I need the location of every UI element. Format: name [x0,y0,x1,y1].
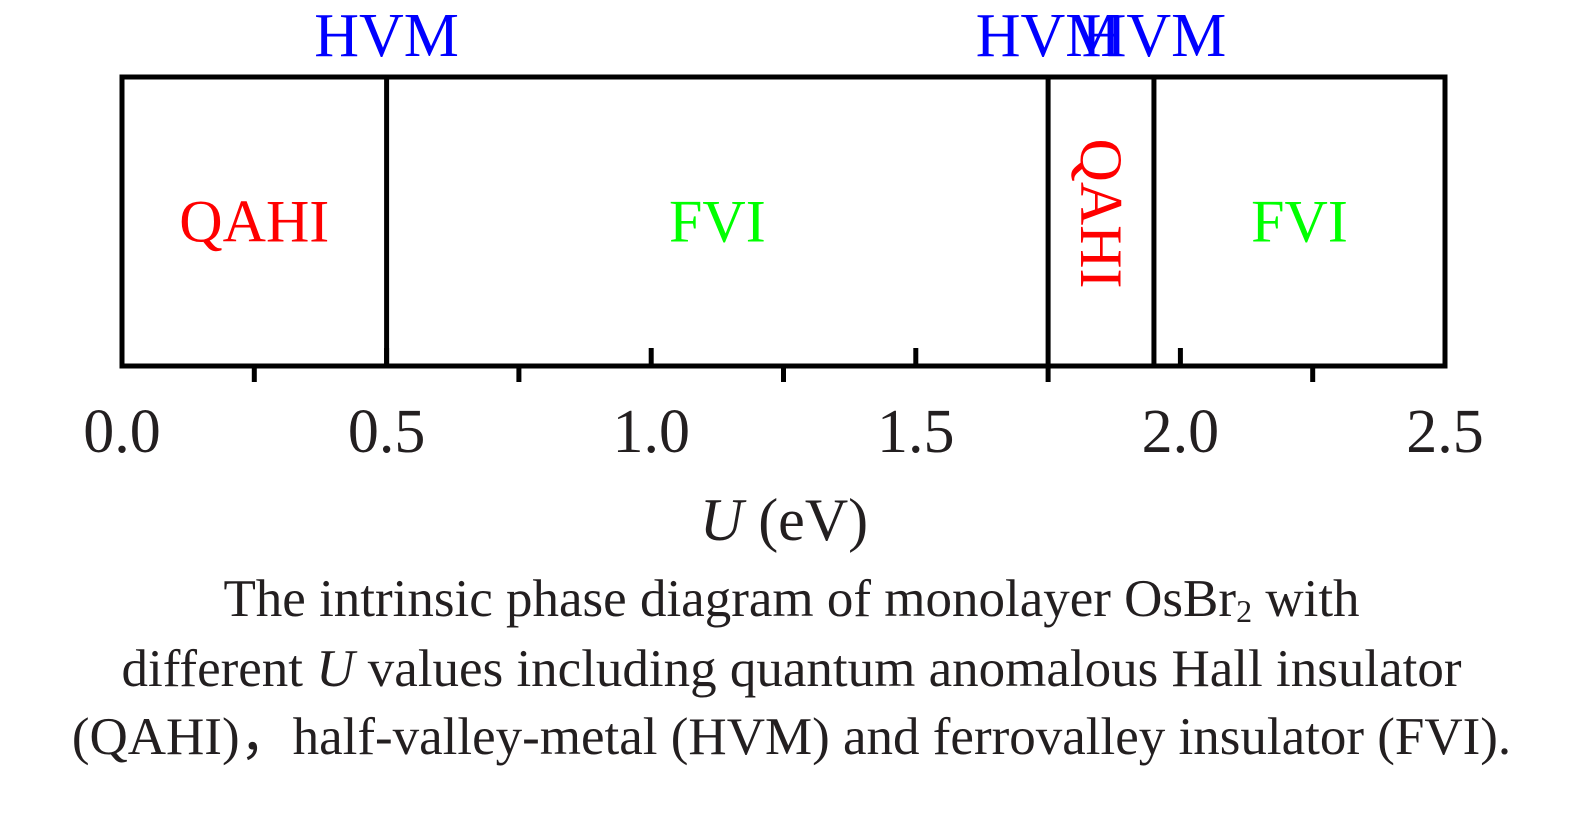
caption-variable: U [316,640,355,698]
x-axis-variable: U [700,487,747,553]
caption-line-1-end: with [1252,570,1360,628]
tick-label-5: 2.5 [1406,398,1484,466]
tick-labels: 0.0 0.5 1.0 1.5 2.0 2.5 [83,398,1484,466]
caption-subscript: 2 [1236,593,1253,629]
region-label-3: FVI [1251,189,1348,255]
boundary-label-1: HVM [976,2,1121,70]
caption-line-1-text: The intrinsic phase diagram of monolayer… [223,570,1237,628]
x-axis-label: U (eV) [700,487,868,553]
caption-line-2-end: values including quantum anomalous Hall … [354,640,1462,698]
region-label-1: FVI [669,189,766,255]
tick-label-4: 2.0 [1142,398,1220,466]
region-labels: QAHI FVI QAHI FVI [179,139,1348,289]
caption-line-2: different U values including quantum ano… [0,643,1583,696]
tick-label-2: 1.0 [612,398,690,466]
boundary-label-0: HVM [314,2,459,70]
region-label-2: QAHI [1068,139,1134,289]
tick-label-3: 1.5 [877,398,955,466]
caption-line-3-text: (QAHI)，half-valley-metal (HVM) and ferro… [71,708,1512,766]
caption-line-1: The intrinsic phase diagram of monolayer… [0,570,1583,629]
axis-ticks [119,348,1448,382]
x-axis-unit: (eV) [743,487,868,553]
caption-line-3: (QAHI)，half-valley-metal (HVM) and ferro… [0,711,1583,764]
phase-boundaries [384,77,1157,366]
tick-label-0: 0.0 [83,398,161,466]
tick-label-1: 0.5 [348,398,426,466]
caption-line-2-start: different [121,640,317,698]
region-label-0: QAHI [179,189,329,255]
boundary-label-2: HVM [1082,2,1227,70]
